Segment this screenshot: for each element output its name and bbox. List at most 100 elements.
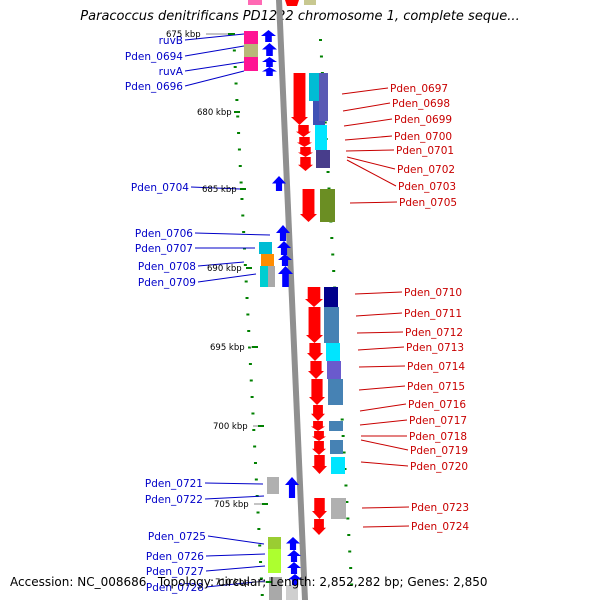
color-block (330, 440, 343, 454)
color-block (316, 150, 330, 168)
kbp-labels: 675 kbp 680 kbp 685 kbp 690 kbp 695 kbp 700 k… (166, 30, 272, 588)
color-block (319, 73, 328, 121)
gene-label-right: Pden_0701 (396, 145, 454, 157)
leader-line-left (207, 535, 265, 545)
tick-dot (340, 418, 344, 421)
arrow-down-gene (308, 361, 324, 379)
tick-dot (258, 544, 262, 547)
tick-dot (253, 462, 257, 464)
tick-dot (331, 253, 335, 256)
tick-dot (327, 187, 331, 190)
kbp-label: 695 kbp (210, 343, 245, 353)
leader-line-right (358, 365, 406, 368)
color-block (286, 585, 298, 600)
gene-arrows (261, 30, 327, 585)
gene-label-right: Pden_0719 (410, 445, 468, 457)
arrow-up-gene (287, 550, 301, 562)
arrow-down-gene (309, 379, 325, 405)
backbone-line (276, 0, 308, 600)
tick-dot (254, 478, 258, 481)
tick-dot (342, 451, 346, 454)
tick-dot (326, 171, 330, 173)
color-block (315, 125, 327, 150)
gene-label-right: Pden_0723 (411, 502, 469, 514)
kbp-tick (246, 267, 252, 269)
arrow-down-gene (307, 343, 323, 361)
gene-label-left: Pden_0725 (148, 531, 206, 543)
arrow-up-gene (278, 254, 292, 266)
gene-label-right: Pden_0720 (410, 461, 468, 473)
color-block (261, 254, 274, 266)
kbp-tick (252, 346, 258, 348)
gene-labels: ruvB Pden_0694 ruvA Pden_0696 Pden_0704 Pden_… (125, 35, 469, 594)
tick-dot (260, 594, 264, 596)
gene-label-right: Pden_0710 (404, 287, 462, 299)
gene-label-right: Pden_0700 (394, 131, 452, 143)
tick-dot (237, 132, 241, 134)
color-block (331, 457, 345, 474)
footer: Accession: NC_008686 Topology: circular;… (10, 575, 488, 589)
leader-line-right (356, 331, 404, 334)
gene-label-right: Pden_0698 (392, 98, 450, 110)
kbp-tick (228, 33, 234, 35)
color-block (268, 549, 281, 573)
tick-dot (252, 429, 256, 431)
tick-dot (247, 330, 251, 332)
tick-dot (234, 82, 238, 85)
leader-line-right (343, 118, 393, 127)
arrow-down-gene (300, 189, 317, 222)
arrow-down-gene (298, 147, 313, 157)
gene-label-right: Pden_0718 (409, 431, 467, 443)
gene-label-right: Pden_0714 (407, 361, 465, 373)
leader-line-right (361, 506, 410, 509)
arrow-down-gene (305, 287, 323, 307)
arrow-down-gene (296, 125, 311, 137)
color-block (327, 361, 341, 379)
tick-dot (248, 363, 252, 365)
arrow-down-gene (312, 455, 327, 474)
leader-line-right (344, 135, 393, 141)
tick-dot (344, 484, 348, 487)
label-leader-lines (184, 33, 410, 588)
tick-dot (248, 346, 252, 349)
arrow-down-gene (291, 73, 308, 125)
arrow-up-gene (262, 57, 277, 67)
tick-dot (243, 264, 247, 266)
color-block (269, 577, 282, 600)
tick-dot (233, 66, 237, 68)
tick-dot (345, 501, 349, 503)
tick-dot (239, 181, 243, 184)
gene-label-left: Pden_0721 (145, 478, 203, 490)
tick-dot (244, 280, 248, 283)
tick-dot (332, 270, 336, 272)
leader-line-right (360, 439, 409, 451)
arrow-up-gene (261, 30, 276, 42)
leader-line-right (341, 87, 389, 95)
gene-label-left: Pden_0709 (138, 277, 196, 289)
tick-dot (240, 198, 244, 200)
tick-dot (347, 534, 351, 536)
tick-dot (241, 214, 245, 217)
color-block (328, 379, 343, 405)
gene-label-right: Pden_0705 (399, 197, 457, 209)
tick-dot (250, 396, 254, 398)
leader-line-left (205, 553, 266, 557)
kbp-tick (234, 111, 240, 113)
tick-dot (319, 39, 322, 41)
arrow-up-gene (278, 266, 293, 287)
leader-line-right (354, 291, 403, 295)
arrow-down-gene (312, 431, 326, 441)
kbp-label: 690 kbp (207, 264, 242, 274)
leader-line-right (342, 102, 391, 112)
leader-line-right (360, 461, 409, 467)
gene-label-right: Pden_0711 (404, 308, 462, 320)
map-title: Paracoccus denitrificans PD1222 chromoso… (80, 9, 520, 24)
gene-label-right: Pden_0699 (394, 114, 452, 126)
leader-line-left (204, 482, 264, 485)
tick-dot (323, 121, 327, 124)
gene-label-left: Pden_0704 (131, 182, 189, 194)
leader-line-right (358, 385, 406, 391)
color-block (259, 242, 272, 254)
tick-dot (253, 445, 257, 448)
gene-label-left: Pden_0706 (135, 228, 193, 240)
